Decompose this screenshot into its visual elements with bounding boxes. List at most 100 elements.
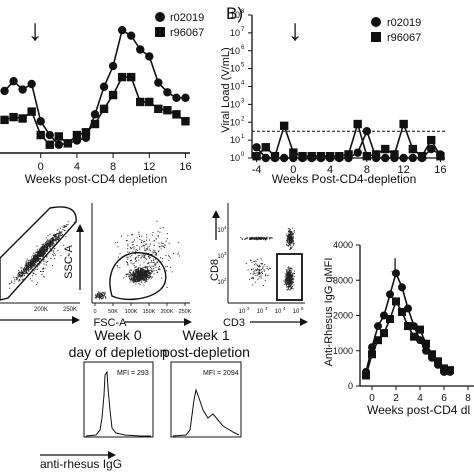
flow-panel-2-dot bbox=[153, 258, 155, 260]
panel-a-series-r96067-point bbox=[145, 97, 154, 107]
flow-panel-2-dot bbox=[155, 258, 156, 260]
flow-panel-3-dot bbox=[258, 266, 260, 267]
flow-panel-3-y-tick-exponent: 2 bbox=[224, 277, 227, 282]
flow-panel-2-dot bbox=[144, 272, 146, 274]
flow-panel-3-dot bbox=[260, 275, 262, 277]
flow-panel-1-dot bbox=[35, 259, 37, 261]
flow-panel-3-dot bbox=[291, 267, 293, 269]
flow-panel-3-dot bbox=[286, 274, 288, 276]
flow-panel-1-dot bbox=[17, 276, 19, 278]
flow-panel-2-dot bbox=[137, 268, 139, 270]
flow-panel-1-dot bbox=[42, 268, 44, 270]
flow-panel-2-dot bbox=[154, 265, 156, 267]
flow-panel-2-dot bbox=[136, 278, 138, 280]
flow-panel-1-dot bbox=[32, 260, 34, 262]
panel-d-marks bbox=[362, 269, 454, 380]
flow-panel-2-dot bbox=[157, 234, 159, 236]
panel-a-legend-r96067: r96067 bbox=[170, 27, 204, 39]
flow-panel-2-dot bbox=[131, 275, 133, 277]
flow-panel-3-dot bbox=[251, 261, 253, 263]
flow-panel-1-dot bbox=[44, 246, 46, 248]
flow-panel-2-dot bbox=[127, 256, 129, 258]
flow-panel-2-dot bbox=[101, 298, 103, 300]
flow-panel-2-y-label: SSC-A bbox=[63, 245, 75, 279]
panel-b-series-r96067-point bbox=[307, 152, 316, 161]
flow-panel-2-dot bbox=[145, 270, 147, 272]
panel-b-x-tick-label: 0 bbox=[290, 164, 296, 176]
flow-panel-3-dot bbox=[289, 267, 291, 269]
flow-panel-1-dot bbox=[67, 221, 69, 223]
flow-panel-2-dot bbox=[139, 276, 141, 277]
flow-panel-3-dot bbox=[245, 237, 247, 239]
flow-panel-1-dot bbox=[51, 243, 53, 245]
flow-panel-3-dot bbox=[291, 232, 293, 234]
flow-panel-1-dot bbox=[28, 266, 30, 268]
flow-panel-1-dot bbox=[24, 264, 26, 266]
flow-panel-3-dot bbox=[293, 231, 295, 233]
flow-panel-2-dot bbox=[149, 270, 150, 272]
flow-panel-3-dot bbox=[289, 278, 291, 280]
flow-panel-2-dot bbox=[130, 260, 131, 262]
flow-panel-1-dot bbox=[41, 252, 43, 254]
flow-panel-2-dot bbox=[101, 295, 103, 296]
flow-panel-3-dot bbox=[292, 239, 294, 241]
flow-panel-2-dot bbox=[131, 234, 133, 236]
histogram-week1-frame bbox=[170, 361, 242, 438]
flow-panel-2-dot bbox=[143, 261, 145, 263]
flow-panel-2-dot bbox=[132, 244, 134, 246]
flow-panel-2-dot bbox=[146, 278, 148, 279]
flow-panel-1-dot bbox=[33, 252, 35, 254]
flow-panel-2-dot bbox=[94, 297, 96, 298]
flow-panel-3-dot bbox=[260, 277, 262, 279]
flow-panel-3-dot bbox=[290, 267, 292, 269]
flow-panel-3-dot bbox=[286, 279, 287, 281]
flow-panel-2-dot bbox=[145, 271, 147, 273]
flow-panel-2-dot bbox=[146, 276, 148, 278]
flow-panel-3-dot bbox=[254, 260, 256, 262]
flow-panel-1-dot bbox=[36, 252, 38, 254]
flow-panel-1-dot bbox=[21, 270, 23, 272]
flow-panel-3-dot bbox=[252, 284, 254, 286]
flow-panel-1-dot bbox=[26, 260, 28, 262]
flow-panel-1-dot bbox=[13, 277, 15, 278]
flow-panel-2-dot bbox=[132, 273, 134, 275]
flow-panel-2-dot bbox=[129, 271, 131, 273]
flow-panel-2-dot bbox=[133, 248, 135, 250]
flow-panel-2-dot bbox=[139, 279, 141, 281]
flow-panel-3-dot bbox=[293, 270, 295, 272]
flow-panel-2-dot bbox=[138, 272, 139, 274]
flow-panel-3-dot bbox=[289, 229, 291, 231]
flow-panel-1-dot bbox=[56, 237, 58, 239]
flow-panel-1-dot bbox=[38, 252, 40, 254]
flow-panel-2-dot bbox=[149, 250, 151, 252]
flow-panel-1-dot bbox=[26, 263, 28, 265]
panel-a-series-r96067-point bbox=[136, 97, 145, 107]
flow-panel-3-dot bbox=[256, 269, 258, 271]
flow-panel-1-dot bbox=[36, 255, 38, 257]
flow-panel-2-dot bbox=[145, 279, 147, 280]
flow-panel-2-dot bbox=[143, 279, 145, 281]
flow-panel-1-dot bbox=[53, 242, 54, 244]
flow-panel-3-dot bbox=[288, 268, 290, 270]
flow-panel-2-dot bbox=[133, 279, 135, 281]
flow-panel-2-dot bbox=[127, 258, 129, 260]
flow-panel-2-dot bbox=[95, 296, 97, 298]
flow-panel-3-dot bbox=[250, 259, 252, 261]
flow-panel-3-dot bbox=[249, 238, 251, 240]
flow-panel-3-dot bbox=[290, 235, 291, 237]
flow-panel-2-dot bbox=[127, 235, 129, 237]
flow-panel-3-dot bbox=[292, 279, 294, 281]
flow-panel-1-dot bbox=[42, 254, 44, 256]
flow-panel-3-dot bbox=[289, 242, 290, 243]
flow-panel-1-dot bbox=[52, 250, 54, 252]
flow-panel-1-dot bbox=[39, 252, 41, 254]
flow-panel-2-dot bbox=[141, 277, 143, 279]
flow-panel-1-x-tick-250k: 250K bbox=[63, 307, 77, 313]
flow-panel-2-dot bbox=[145, 266, 146, 268]
flow-panel-3-dot bbox=[253, 238, 254, 240]
flow-panel-2-dot bbox=[132, 234, 133, 236]
flow-panel-3-dot bbox=[286, 240, 288, 242]
flow-panel-3-dot bbox=[257, 238, 259, 240]
histogram-week1-subtitle: post-depletion bbox=[162, 344, 250, 360]
flow-panel-3-dot bbox=[247, 237, 249, 239]
